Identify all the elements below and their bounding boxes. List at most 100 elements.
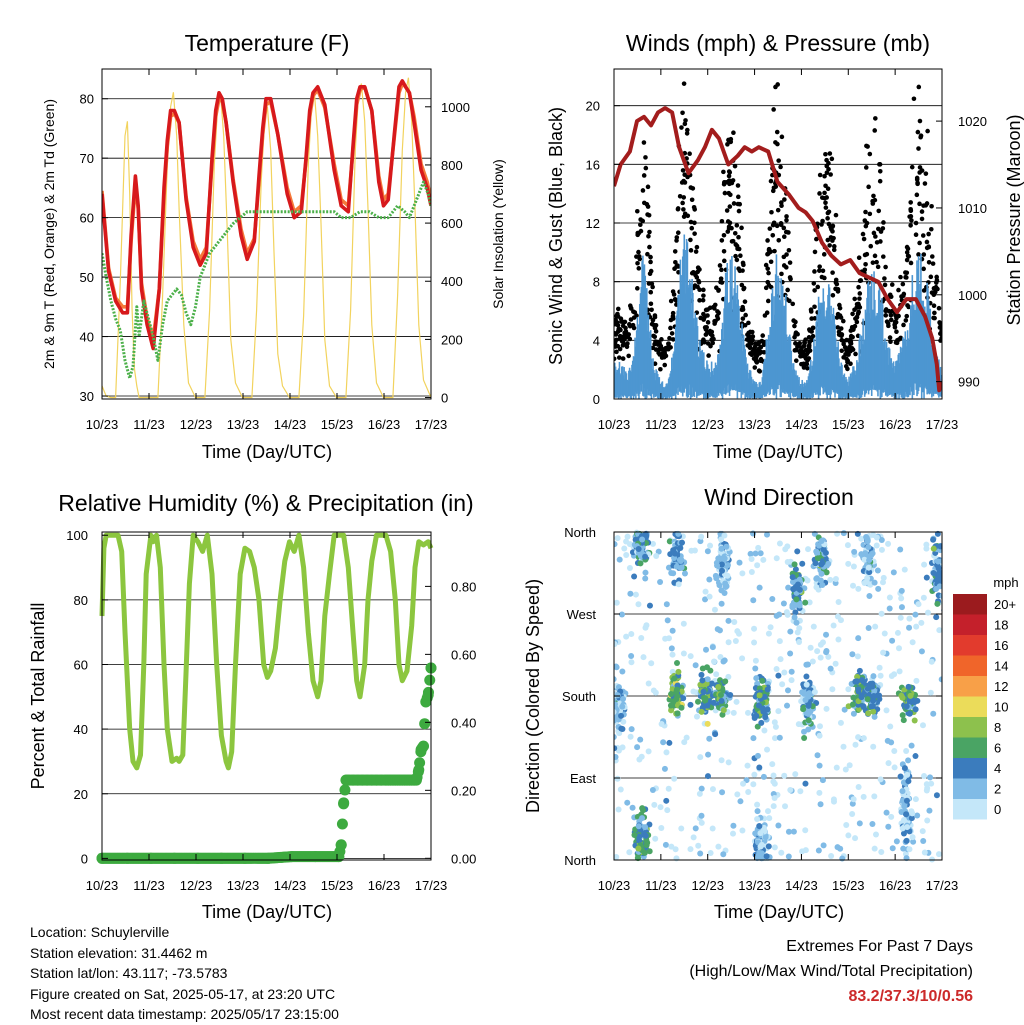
gust-point [781,234,787,239]
gust-point [774,223,780,229]
x-tick-label: 12/23 [691,417,724,432]
gust-point [928,274,934,280]
direction-point [718,561,725,568]
direction-point [764,531,771,538]
winds-title: Winds (mph) & Pressure (mb) [626,30,930,56]
colorbar-label: 12 [994,679,1008,694]
gust-point [810,333,816,339]
direction-point [807,644,814,651]
x-tick-label: 14/23 [785,417,818,432]
direction-point [627,590,634,597]
gust-point [917,165,923,170]
gust-point [853,316,858,321]
direction-point [687,653,694,660]
direction-point [935,565,942,572]
pressure-line [614,106,942,393]
direction-point [635,845,642,852]
y2-tick-label: 0.60 [451,647,476,662]
direction-point [854,673,861,680]
direction-point [946,560,952,566]
x-tick-label: 16/23 [879,878,912,893]
gust-point [915,129,921,135]
direction-point [912,753,919,760]
direction-point [903,703,910,710]
direction-point [830,622,837,629]
y-tick-label: West [567,607,597,622]
x-tick-label: 16/23 [879,417,912,432]
direction-point [722,678,729,685]
direction-point [761,824,768,831]
gust-point [736,194,741,200]
gust-point [802,343,807,349]
x-tick-label: 10/23 [86,878,119,893]
gust-point [938,331,942,336]
gust-point [657,340,662,346]
direction-point [776,638,783,645]
direction-point [784,543,791,550]
direction-point [866,592,873,599]
direction-point [699,677,706,684]
direction-point [695,698,702,705]
direction-point [772,723,779,730]
gust-point [805,349,811,355]
direction-point [873,542,880,549]
gust-point [833,212,839,218]
gust-point [732,163,738,169]
direction-point [908,815,915,822]
colorbar-swatch [953,614,987,635]
direction-point [717,653,724,660]
direction-point [614,697,615,701]
direction-point [748,556,755,563]
gust-point [904,250,910,255]
direction-point [876,664,883,671]
y-tick-label: 20 [586,99,600,114]
gust-point [726,225,732,231]
gust-point [761,342,767,348]
direction-point [787,650,794,657]
gust-point [733,253,738,259]
gust-point [784,214,789,219]
direction-point [662,635,669,642]
direction-point [614,854,620,861]
gust-point [908,208,914,214]
direction-point [912,611,919,618]
gust-point [675,206,681,211]
direction-point [865,564,872,571]
gust-point [820,268,826,274]
direction-point [642,624,649,631]
direction-point [820,842,827,849]
direction-point [681,739,688,746]
direction-point [617,786,624,793]
gust-point [760,333,766,338]
direction-point [775,672,782,679]
gust-point [866,184,871,190]
direction-point [794,548,801,555]
precip-point [417,740,429,752]
gust-point [776,158,781,163]
direction-point [799,560,806,567]
gust-point [685,127,690,133]
direction-point [614,599,620,606]
gust-point [672,296,678,302]
direction-point [678,564,685,571]
y2-tick-label: 200 [441,332,463,347]
gust-point [779,271,784,277]
series-group [614,529,952,863]
direction-point [803,661,810,668]
direction-point [678,704,685,711]
gust-point [680,200,685,206]
gust-point [753,341,758,346]
gust-point [640,218,646,224]
direction-point [717,692,724,699]
direction-point [752,550,759,557]
gust-point [908,214,914,219]
gust-point [724,208,730,213]
direction-point [784,611,791,618]
direction-point [855,734,862,741]
direction-point [652,689,659,696]
y-tick-label: 100 [66,528,88,543]
direction-point [927,774,934,781]
direction-point [666,538,673,545]
gust-point [806,335,812,340]
direction-point [744,709,751,716]
